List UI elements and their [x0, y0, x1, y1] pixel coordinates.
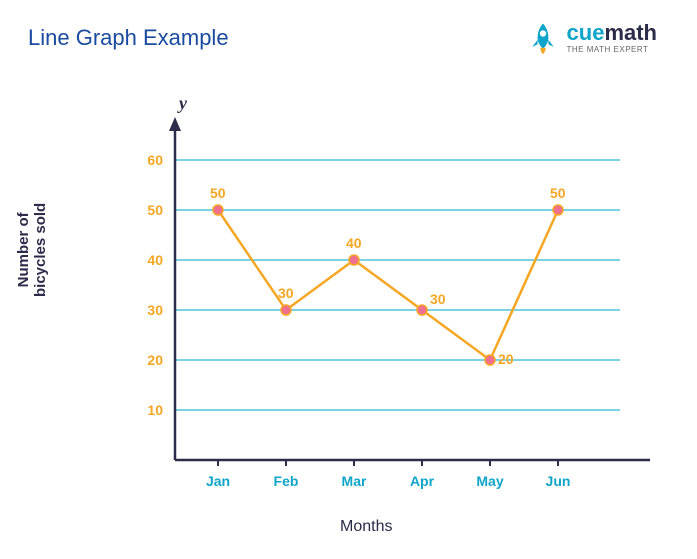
- x-tick-label: Jun: [546, 473, 571, 489]
- chart-svg: yx102030405060JanFebMarAprMayJun50304030…: [90, 100, 650, 540]
- data-marker: [553, 205, 563, 215]
- data-label: 40: [346, 235, 362, 251]
- data-label: 30: [278, 285, 294, 301]
- data-marker: [417, 305, 427, 315]
- y-tick-label: 10: [147, 402, 163, 418]
- data-marker: [349, 255, 359, 265]
- x-tick-label: Jan: [206, 473, 230, 489]
- x-tick-label: May: [476, 473, 503, 489]
- data-line: [218, 210, 558, 360]
- brand-text: cuemath THE MATH EXPERT: [567, 22, 657, 54]
- line-chart: yx102030405060JanFebMarAprMayJun50304030…: [90, 100, 650, 540]
- data-label: 20: [498, 351, 514, 367]
- data-label: 50: [550, 185, 566, 201]
- y-axis-letter: y: [177, 100, 188, 113]
- y-tick-label: 50: [147, 202, 163, 218]
- x-axis-title: Months: [340, 518, 392, 536]
- x-tick-label: Mar: [342, 473, 367, 489]
- brand-logo: cuemath THE MATH EXPERT: [525, 20, 657, 56]
- brand-name: cuemath: [567, 22, 657, 44]
- data-label: 50: [210, 185, 226, 201]
- x-tick-label: Feb: [274, 473, 299, 489]
- y-tick-label: 40: [147, 252, 163, 268]
- header: Line Graph Example cuemath THE MATH EXPE…: [0, 0, 697, 66]
- data-marker: [281, 305, 291, 315]
- y-tick-label: 20: [147, 352, 163, 368]
- brand-tagline: THE MATH EXPERT: [567, 46, 657, 54]
- y-axis-arrow: [169, 117, 181, 131]
- x-tick-label: Apr: [410, 473, 435, 489]
- rocket-icon: [525, 20, 561, 56]
- page-title: Line Graph Example: [28, 25, 229, 51]
- data-marker: [213, 205, 223, 215]
- y-axis-title: Number of bicycles sold: [15, 203, 49, 297]
- y-tick-label: 30: [147, 302, 163, 318]
- y-tick-label: 60: [147, 152, 163, 168]
- data-marker: [485, 355, 495, 365]
- data-label: 30: [430, 291, 446, 307]
